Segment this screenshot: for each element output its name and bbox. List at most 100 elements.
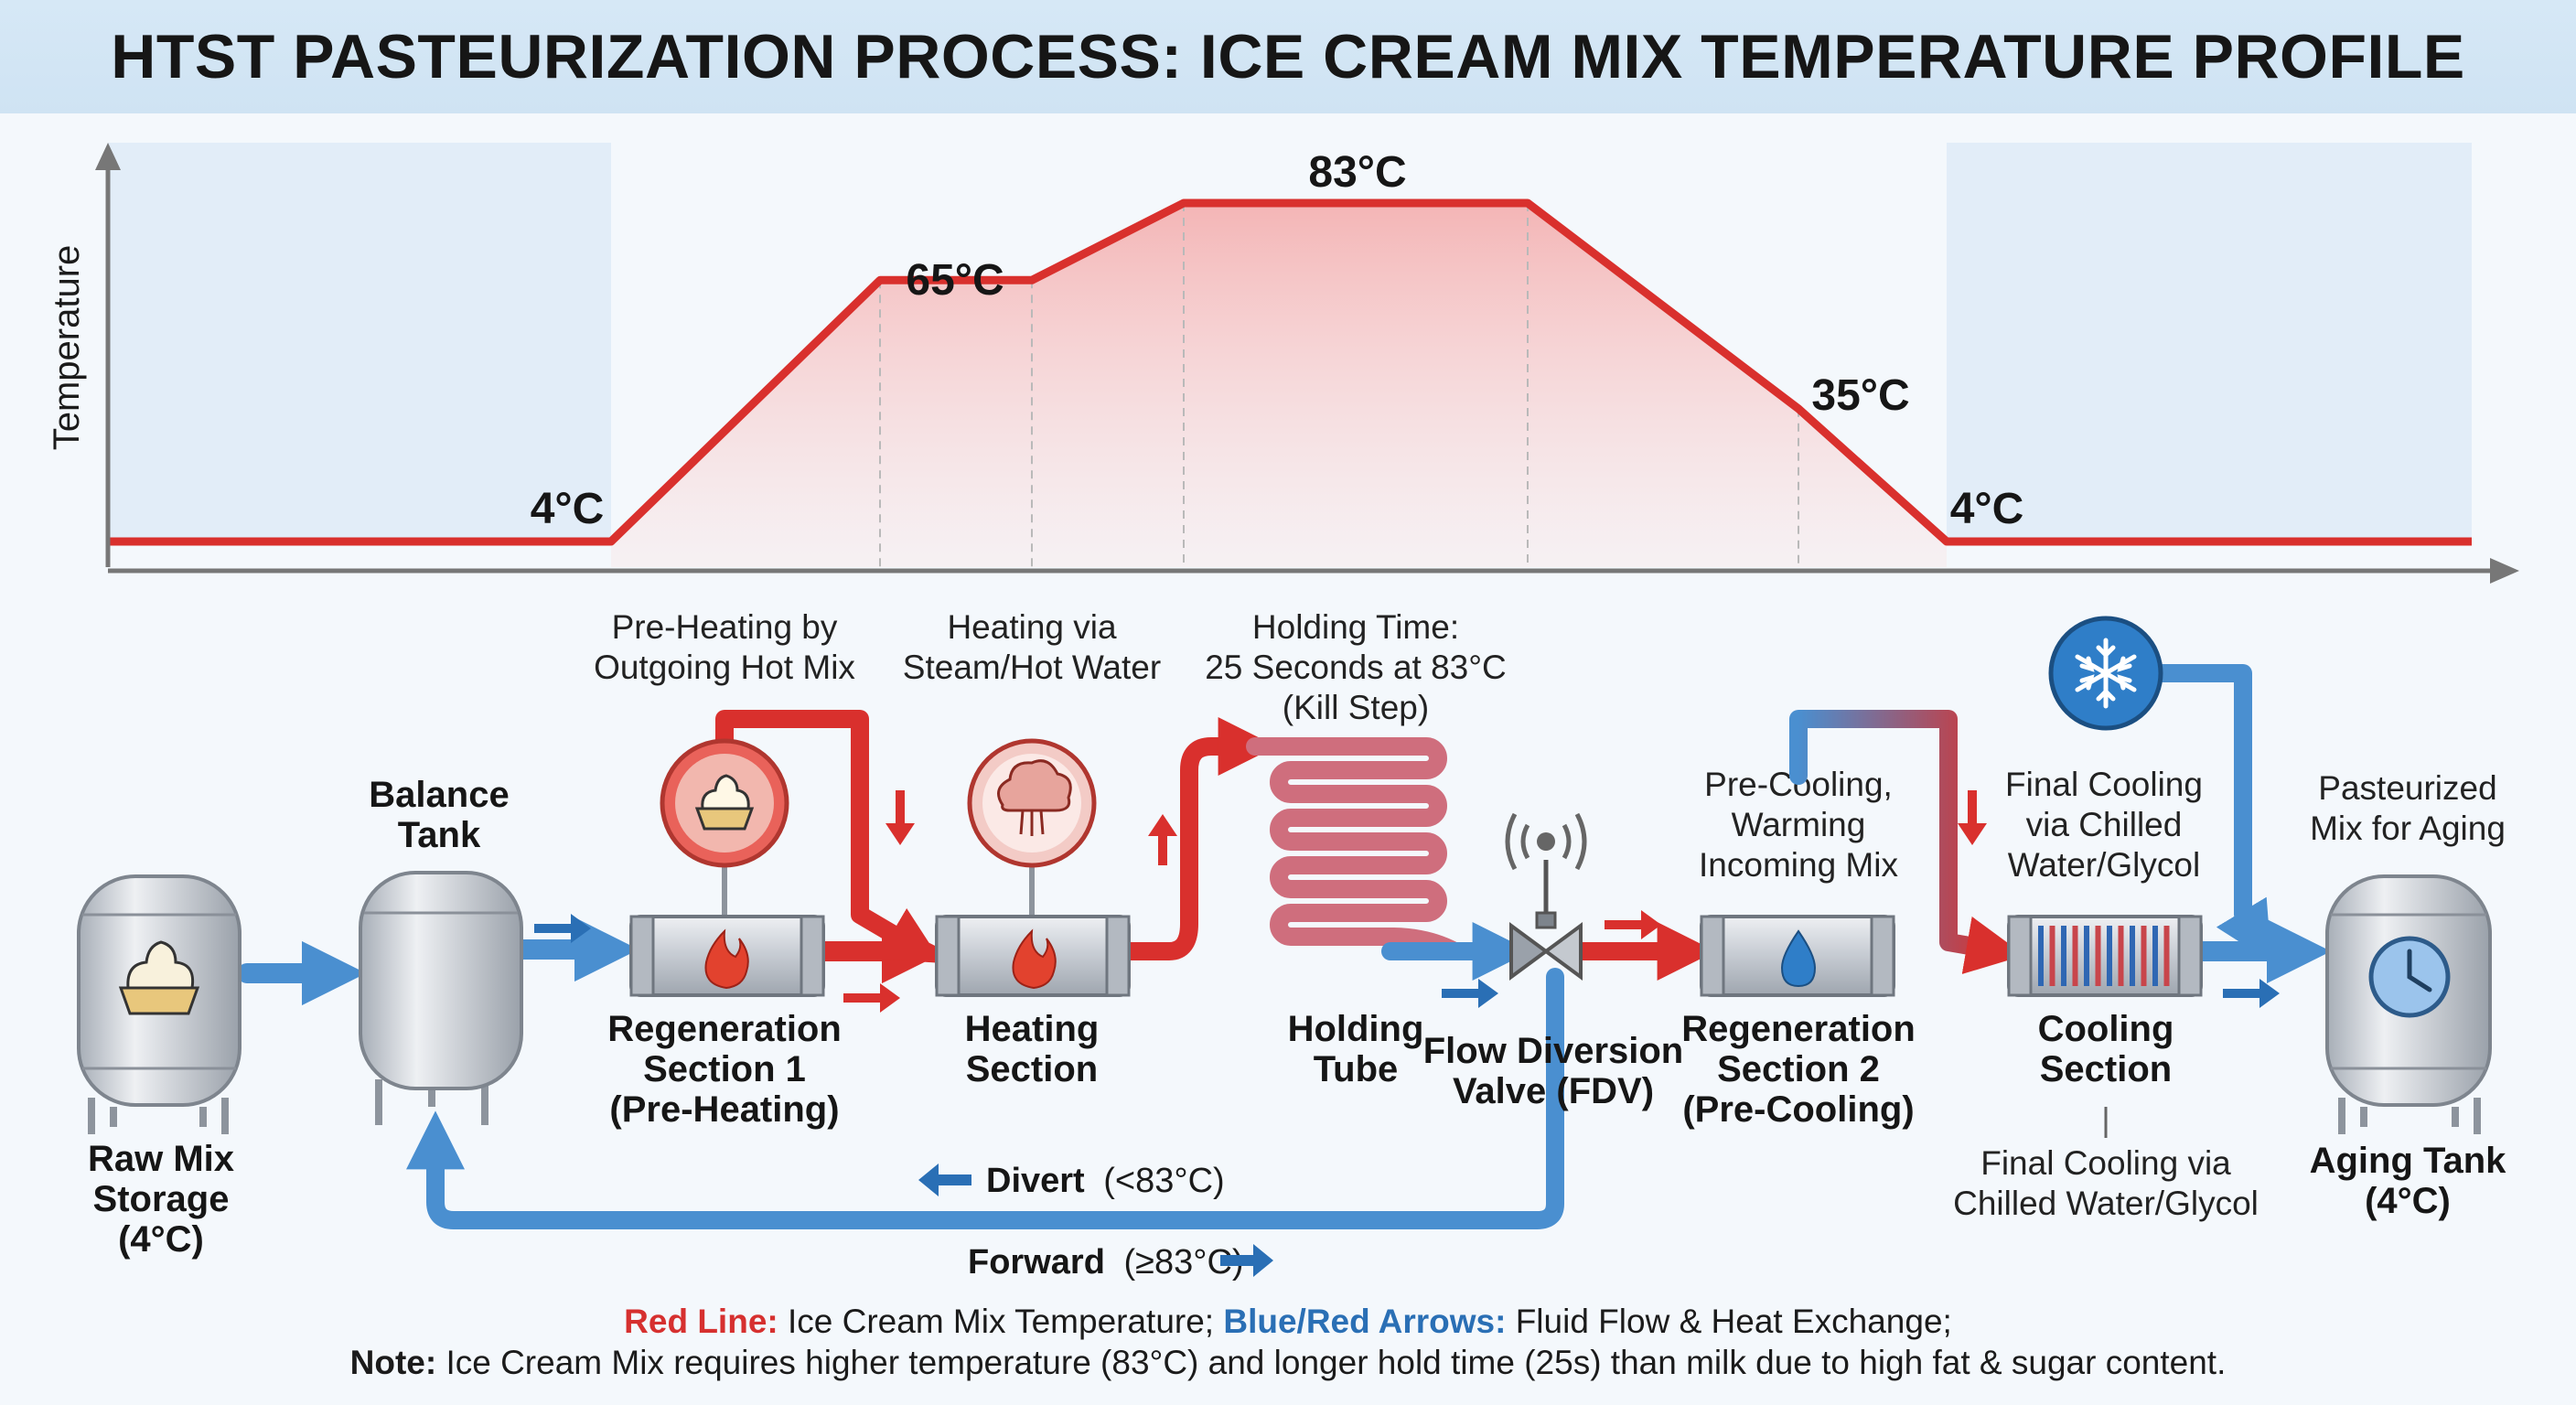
title-bar: HTST PASTEURIZATION PROCESS: ICE CREAM M… xyxy=(0,0,2576,113)
caption-preheating-1: Pre-Heating by xyxy=(612,608,838,646)
raw-mix-storage-tank xyxy=(77,874,242,1134)
forward-label: Forward xyxy=(968,1243,1105,1282)
holding-tube-coil xyxy=(1246,737,1464,960)
pipe-chilled-water xyxy=(2152,664,2272,962)
cold-zone-right xyxy=(1947,143,2472,543)
water-drop-icon xyxy=(1780,929,1817,988)
ice-cream-icon xyxy=(118,940,200,1015)
arrow-divert-icon xyxy=(918,1164,971,1196)
label-aging-tank-2: (4°C) xyxy=(2365,1181,2451,1221)
legend-red-line-text: Ice Cream Mix Temperature; xyxy=(778,1303,1224,1340)
cooling-fin xyxy=(2130,926,2135,986)
equipment-labels: Raw Mix Storage (4°C) Balance Tank Regen… xyxy=(88,775,2506,1260)
regeneration-section-1 xyxy=(629,738,825,997)
label-holding-1: Holding xyxy=(1288,1009,1424,1049)
temp-label-65c: 65°C xyxy=(906,256,1004,305)
label-regen1-1: Regeneration xyxy=(607,1009,842,1049)
flame-icon xyxy=(1012,928,1057,990)
cooling-fin xyxy=(2084,926,2089,986)
temp-label-35c: 35°C xyxy=(1811,371,1909,420)
cooling-fins xyxy=(2038,926,2170,986)
flow-direction-arrows xyxy=(534,790,2280,1013)
page-title: HTST PASTEURIZATION PROCESS: ICE CREAM M… xyxy=(111,22,2465,91)
label-fdv-1: Flow Diversion xyxy=(1423,1031,1684,1071)
label-cooling-note-2: Chilled Water/Glycol xyxy=(1953,1185,2259,1222)
cooling-fin xyxy=(2107,926,2112,986)
label-heating-1: Heating xyxy=(965,1009,1100,1049)
x-axis-arrow-icon xyxy=(2490,558,2519,584)
ice-cream-icon xyxy=(694,774,755,831)
arrow-red-fdv xyxy=(1605,910,1661,939)
label-raw-mix-1: Raw Mix xyxy=(88,1139,234,1179)
label-regen2-3: (Pre-Cooling) xyxy=(1682,1089,1914,1130)
profile-guides xyxy=(879,203,1799,567)
cooling-fin xyxy=(2038,926,2044,986)
caption-preheating-2: Outgoing Hot Mix xyxy=(594,649,855,686)
aging-tank xyxy=(2325,874,2492,1134)
flame-icon xyxy=(704,928,749,990)
caption-heating-1: Heating via xyxy=(947,608,1117,646)
svg-text:Divert (<83°C): Divert (<83°C) xyxy=(986,1162,1225,1200)
temp-label-4c-end: 4°C xyxy=(1950,485,2024,533)
legend-red-line-label: Red Line: xyxy=(624,1303,778,1340)
arrow-blue-aging xyxy=(2223,979,2280,1008)
stage-captions: Pre-Heating by Outgoing Hot Mix Heating … xyxy=(594,608,2506,884)
label-holding-2: Tube xyxy=(1314,1049,1399,1089)
cooling-section xyxy=(2007,616,2203,1138)
label-regen1-3: (Pre-Heating) xyxy=(609,1089,839,1130)
label-balance-tank-2: Tank xyxy=(398,815,481,855)
caption-precooling-3: Incoming Mix xyxy=(1699,846,1898,884)
arrow-red-down-1 xyxy=(886,790,915,845)
caption-pasteurized-2: Mix for Aging xyxy=(2310,810,2506,847)
temperature-line xyxy=(108,198,2472,546)
flow-diversion-valve xyxy=(1505,812,1587,981)
label-aging-tank-1: Aging Tank xyxy=(2310,1141,2507,1181)
legend-arrows-label: Blue/Red Arrows: xyxy=(1223,1303,1507,1340)
cooling-fin xyxy=(2118,926,2124,986)
label-raw-mix-3: (4°C) xyxy=(118,1219,204,1260)
pipe-heating-to-holding xyxy=(1118,716,1277,960)
label-cooling-1: Cooling xyxy=(2038,1009,2174,1049)
label-fdv-2: Valve (FDV) xyxy=(1453,1071,1654,1111)
caption-final-cooling-3: Water/Glycol xyxy=(2008,846,2200,884)
legend-arrows-text: Fluid Flow & Heat Exchange; xyxy=(1506,1303,1952,1340)
divert-label: Divert xyxy=(986,1162,1085,1200)
caption-holding-1: Holding Time: xyxy=(1252,608,1459,646)
balance-tank xyxy=(359,871,523,1125)
cooling-fin xyxy=(2049,926,2055,986)
heating-section xyxy=(935,738,1131,997)
cold-zone-left xyxy=(108,143,611,543)
label-regen2-2: Section 2 xyxy=(1717,1049,1880,1089)
arrow-red-regen1 xyxy=(843,983,900,1013)
arrow-blue-balance xyxy=(534,914,591,943)
note-text: Ice Cream Mix requires higher temperatur… xyxy=(436,1344,2227,1381)
profile-area xyxy=(611,203,1947,567)
divert-condition: (<83°C) xyxy=(1103,1162,1224,1200)
svg-text:Forward (≥83°C): Forward (≥83°C) xyxy=(968,1243,1244,1282)
antenna-icon xyxy=(1537,832,1555,851)
arrow-red-up-heating xyxy=(1148,814,1177,865)
caption-pasteurized-1: Pasteurized xyxy=(2318,769,2496,807)
divert-forward-labels: Divert (<83°C) Forward (≥83°C) xyxy=(918,1162,1273,1282)
label-raw-mix-2: Storage xyxy=(93,1179,230,1219)
caption-precooling-2: Warming xyxy=(1732,806,1866,843)
cooling-fin xyxy=(2072,926,2078,986)
y-axis-label: Temperature xyxy=(47,245,87,451)
label-regen2-1: Regeneration xyxy=(1681,1009,1916,1049)
steam-cloud-icon xyxy=(997,759,1072,836)
label-cooling-note-1: Final Cooling via xyxy=(1980,1144,2231,1182)
legend-line-1: Red Line: Ice Cream Mix Temperature; Blu… xyxy=(0,1301,2576,1342)
label-heating-2: Section xyxy=(966,1049,1098,1089)
temperature-profile-chart: Temperature 4°C 65°C 83°C 35°C 4°C xyxy=(47,143,2519,584)
label-cooling-2: Section xyxy=(2040,1049,2172,1089)
arrow-blue-holding xyxy=(1442,979,1498,1008)
label-regen1-2: Section 1 xyxy=(643,1049,806,1089)
note-label: Note: xyxy=(349,1344,437,1381)
caption-holding-2: 25 Seconds at 83°C xyxy=(1205,649,1507,686)
temp-label-4c-start: 4°C xyxy=(531,485,605,533)
arrow-red-down-regen2 xyxy=(1958,790,1987,845)
y-axis-arrow-icon xyxy=(95,143,121,170)
cooling-fin xyxy=(2152,926,2158,986)
pipe-divert-loop xyxy=(405,968,1564,1229)
